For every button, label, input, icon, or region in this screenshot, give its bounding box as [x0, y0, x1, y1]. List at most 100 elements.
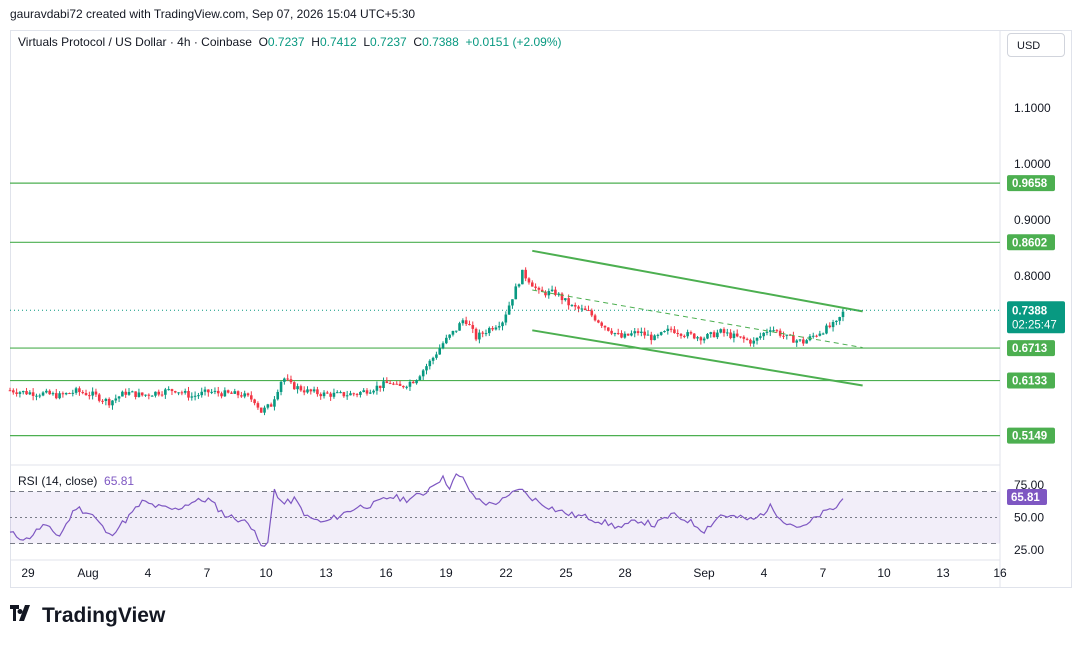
candle-body [121, 391, 124, 397]
channel-upper-line [532, 249, 863, 313]
candle-body [200, 391, 204, 396]
candle-body [342, 392, 346, 397]
channel-midline [532, 289, 863, 349]
candle-body [821, 333, 825, 335]
candle-body [193, 395, 197, 397]
candle-body [216, 390, 220, 394]
time-tick-label: Aug [77, 566, 98, 580]
candle-body [438, 348, 442, 355]
candle-body [296, 386, 299, 390]
candle-body [564, 298, 567, 301]
candle-body [825, 325, 828, 334]
tradingview-logo[interactable]: TradingView [10, 604, 165, 628]
level-price-label: 0.9658 [1012, 178, 1048, 190]
candle-body [626, 333, 630, 336]
candle-body [283, 378, 286, 382]
rsi-value-label: 65.81 [1011, 492, 1040, 504]
tradingview-mark-icon [10, 605, 36, 627]
candle-body [686, 332, 689, 337]
candle-body [259, 407, 263, 413]
candle-body [828, 325, 832, 328]
candle-body [41, 392, 45, 396]
ohlc-legend: Virtuals Protocol / US Dollar · 4h · Coi… [18, 35, 562, 49]
candle-body [38, 395, 42, 397]
candle-body [643, 331, 646, 336]
candle-body [484, 333, 488, 335]
level-price-tag [1007, 427, 1055, 444]
low-label: L [363, 35, 371, 49]
candle-body [583, 308, 587, 311]
candle-body [759, 336, 762, 338]
candle-body [501, 322, 504, 327]
candle-body [537, 287, 541, 290]
candle-body [464, 320, 468, 325]
level-price-tag [1007, 340, 1055, 357]
candle-body [620, 333, 623, 338]
candle-body [580, 308, 584, 310]
candle-body [250, 395, 253, 400]
candle-body [349, 393, 352, 396]
candle-body [210, 391, 213, 393]
candle-body [253, 399, 256, 404]
candle-body [190, 396, 194, 398]
level-price-tag [1007, 175, 1055, 192]
candle-body [762, 332, 765, 337]
candle-body [527, 278, 531, 283]
candle-body [180, 392, 184, 394]
candle-body [550, 289, 554, 292]
time-tick-label: Sep [693, 566, 715, 580]
candle-body [507, 305, 511, 315]
candle-body [335, 392, 339, 394]
time-tick-label: 29 [21, 566, 35, 580]
time-tick-label: 10 [877, 566, 891, 580]
open-value: 0.7237 [267, 35, 305, 49]
candle-body [263, 407, 266, 413]
candle-body [504, 314, 508, 323]
candle-body [299, 386, 303, 391]
candle-body [372, 390, 375, 393]
candle-body [755, 337, 759, 341]
candle-body [405, 386, 408, 388]
level-price-label: 0.5149 [1012, 431, 1047, 443]
candle-body [729, 332, 732, 339]
candle-body [709, 332, 713, 334]
candle-body [124, 391, 127, 395]
tradingview-wordmark: TradingView [42, 604, 166, 627]
candle-body [689, 332, 693, 334]
candle-body [719, 329, 722, 333]
candle-body [445, 337, 448, 344]
candle-body [21, 390, 25, 393]
candle-body [395, 383, 399, 385]
time-tick-label: 19 [439, 566, 453, 580]
candle-body [785, 334, 789, 336]
candle-body [107, 398, 111, 406]
candle-body [292, 382, 296, 390]
candle-body [104, 398, 108, 402]
candle-body [805, 340, 808, 344]
rsi-legend: RSI (14, close) 65.81 [18, 474, 134, 488]
candle-body [170, 389, 174, 392]
chart-frame[interactable] [10, 30, 1072, 588]
open-label: O [258, 35, 268, 49]
candle-body [18, 392, 22, 394]
candle-body [478, 332, 481, 340]
candle-body [524, 269, 527, 279]
candle-body [765, 331, 769, 333]
candle-body [458, 323, 461, 331]
candle-body [183, 390, 187, 393]
time-tick-label: 7 [204, 566, 211, 580]
candle-body [831, 321, 835, 328]
candle-body [577, 306, 580, 309]
low-value: 0.7237 [370, 35, 407, 49]
candle-body [140, 392, 144, 396]
currency-button[interactable]: USD [1007, 33, 1065, 57]
candle-body [203, 389, 207, 392]
candle-body [246, 393, 250, 396]
candle-body [131, 391, 134, 393]
candle-body [207, 389, 210, 393]
candle-body [365, 390, 369, 394]
candle-body [835, 320, 838, 322]
candle-body [673, 329, 676, 334]
candle-body [266, 404, 270, 408]
